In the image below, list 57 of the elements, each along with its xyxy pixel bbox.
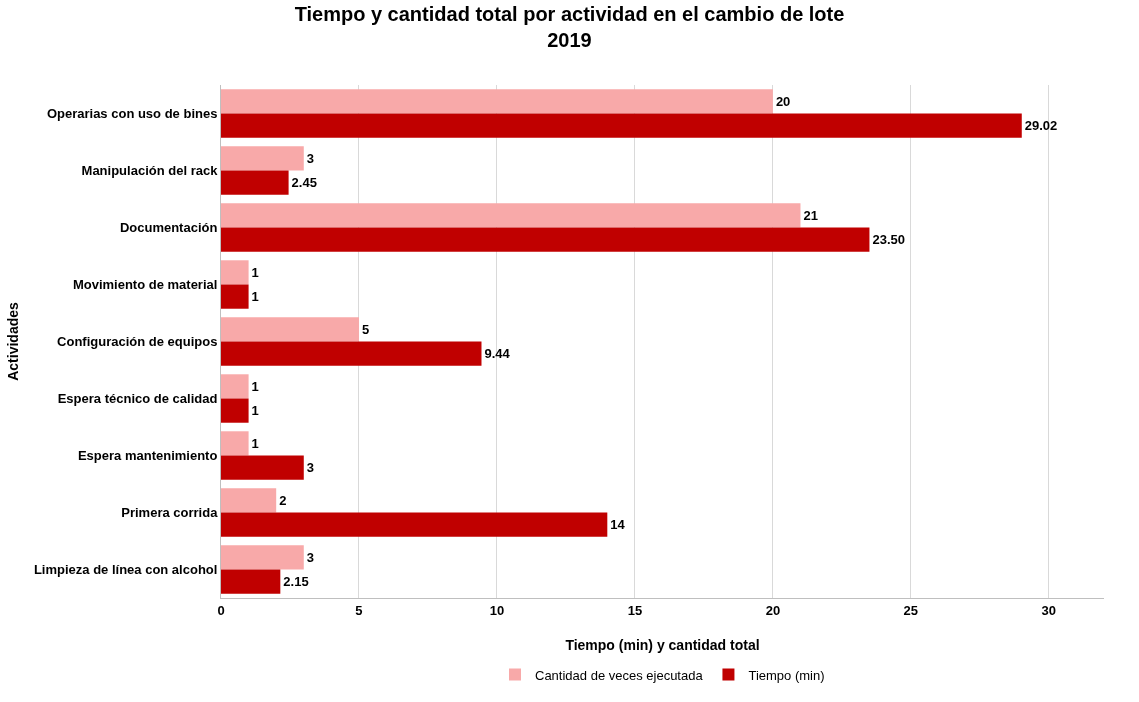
x-tick-label: 5 — [355, 602, 363, 618]
y-tick-label: Espera mantenimiento — [77, 448, 218, 464]
y-tick-label: Documentación — [119, 220, 218, 236]
data-label: 1 — [251, 435, 259, 451]
y-tick-label: Movimiento de material — [72, 277, 218, 293]
data-label: 1 — [251, 289, 259, 305]
data-label: 2.15 — [283, 574, 309, 590]
x-tick-label: 25 — [903, 602, 919, 618]
y-tick-label: Espera técnico de calidad — [57, 391, 218, 407]
bar — [221, 170, 289, 195]
bar — [221, 341, 482, 366]
chart-title: Tiempo y cantidad total por actividad en el cambio de lote 2019 — [294, 3, 845, 52]
data-label: 1 — [251, 378, 259, 394]
bar — [221, 317, 359, 342]
bar — [221, 398, 249, 423]
bar — [221, 89, 773, 114]
bar — [221, 569, 281, 594]
data-label: 1 — [251, 403, 259, 419]
data-label: 14 — [610, 517, 626, 533]
y-tick-label: Primera corrida — [121, 505, 219, 521]
x-tick-label: 30 — [1041, 602, 1057, 618]
x-axis-title: Tiempo (min) y cantidad total — [565, 637, 760, 653]
bar — [221, 146, 304, 171]
data-label: 3 — [306, 460, 315, 476]
data-label: 21 — [803, 207, 818, 223]
bar — [221, 512, 608, 537]
data-label: 5 — [361, 321, 370, 337]
bar — [221, 545, 304, 570]
data-label: 3 — [306, 150, 315, 166]
bar — [221, 488, 277, 513]
y-tick-label: Configuración de equipos — [57, 334, 218, 350]
data-label: 3 — [306, 549, 315, 565]
y-axis-title: Actividades — [4, 302, 21, 381]
data-label: 23.50 — [872, 232, 905, 248]
x-tick-label: 15 — [627, 602, 643, 618]
y-tick-label: Operarias con uso de bines — [46, 106, 218, 122]
legend-label: Cantidad de veces ejecutada — [535, 667, 704, 683]
x-tick-label: 20 — [765, 602, 781, 618]
data-label: 20 — [775, 93, 791, 109]
x-tick-label: 0 — [217, 602, 225, 618]
bar — [221, 113, 1022, 138]
data-label: 29.02 — [1024, 118, 1058, 134]
bar — [221, 455, 304, 480]
data-label: 2.45 — [291, 175, 317, 191]
bar — [221, 203, 801, 228]
x-tick-label: 10 — [489, 602, 505, 618]
y-tick-label: Limpieza de línea con alcohol — [33, 562, 218, 578]
legend-label: Tiempo (min) — [748, 667, 825, 683]
bar — [221, 284, 249, 309]
bar — [221, 431, 249, 456]
bar — [221, 260, 249, 285]
data-label: 2 — [279, 492, 287, 508]
bar — [221, 227, 870, 252]
bar — [221, 374, 249, 399]
y-tick-label: Manipulación del rack — [81, 163, 219, 179]
data-label: 9.44 — [484, 346, 511, 362]
data-label: 1 — [251, 264, 259, 280]
